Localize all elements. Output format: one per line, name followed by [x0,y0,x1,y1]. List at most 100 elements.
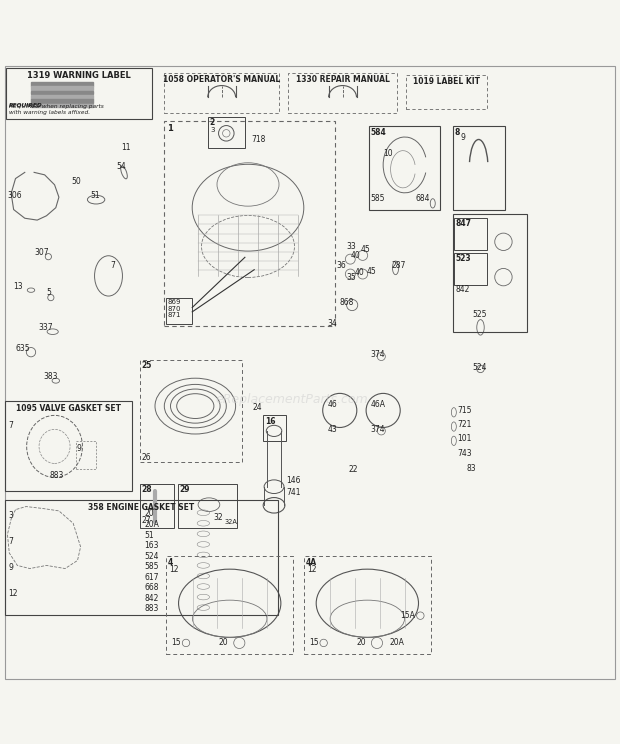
Bar [453,126,505,210]
Text: 5: 5 [46,288,51,297]
Text: 27: 27 [141,516,151,525]
Bar [406,75,487,109]
Text: 36: 36 [336,261,346,270]
Bar [5,501,278,615]
Text: 883: 883 [144,604,159,613]
Text: 13: 13 [14,282,24,291]
Text: 51: 51 [144,530,154,539]
Text: REQUIRED: REQUIRED [9,103,43,108]
Text: 584: 584 [371,128,386,137]
Text: 9: 9 [460,132,465,141]
Text: 40: 40 [355,269,365,278]
Bar [140,484,174,528]
Text: 22: 22 [348,466,358,475]
Text: 33: 33 [346,243,356,251]
Text: 35: 35 [346,273,356,282]
Text: 1330 REPAIR MANUAL: 1330 REPAIR MANUAL [296,75,389,84]
Text: 635: 635 [16,344,30,353]
Text: 11: 11 [121,143,130,152]
Text: 15A: 15A [400,611,415,620]
Text: 83: 83 [466,464,476,472]
Bar [31,86,93,90]
Bar [76,441,96,469]
Text: 383: 383 [43,373,58,382]
Text: 358 ENGINE GASKET SET: 358 ENGINE GASKET SET [88,503,195,512]
Text: 20: 20 [219,638,229,647]
Text: 7: 7 [8,421,13,431]
Bar [166,298,192,324]
Text: 287: 287 [392,261,406,270]
Text: 741: 741 [286,488,301,498]
Text: 524: 524 [144,551,159,561]
Bar [208,117,245,147]
Text: eReplacementParts.com: eReplacementParts.com [215,394,368,406]
Bar [31,103,93,107]
Text: REQUIRED when replacing parts
with warning labels affixed.: REQUIRED when replacing parts with warni… [9,103,104,115]
Text: 26: 26 [141,453,151,462]
Text: 15: 15 [171,638,181,647]
Bar [31,94,93,98]
Bar [6,68,152,119]
Text: 1058 OPERATOR'S MANUAL: 1058 OPERATOR'S MANUAL [163,75,280,84]
Text: 743: 743 [458,449,472,458]
Text: 146: 146 [286,476,301,485]
Text: 868: 868 [340,298,354,307]
Text: 871: 871 [167,312,181,318]
Text: 50: 50 [71,176,81,185]
Text: 43: 43 [327,425,337,434]
Text: 9: 9 [8,563,13,572]
Text: 7: 7 [110,261,115,270]
Text: 32A: 32A [224,519,237,525]
Text: 842: 842 [144,594,159,603]
Text: 45: 45 [361,245,371,254]
Text: 684: 684 [415,194,430,203]
Text: 54: 54 [117,161,126,170]
Text: 28: 28 [141,486,152,495]
Bar [454,217,487,250]
Text: 1: 1 [167,124,173,133]
Text: 1319 WARNING LABEL: 1319 WARNING LABEL [27,71,131,80]
Text: 870: 870 [167,306,181,312]
Text: 869: 869 [167,299,181,305]
Text: 374: 374 [371,425,386,434]
Text: 847: 847 [456,219,472,228]
Text: 46A: 46A [371,400,386,408]
Bar [304,556,431,654]
Text: 20: 20 [356,638,366,647]
Text: 16: 16 [265,417,275,426]
Bar [31,91,93,94]
Bar [31,82,93,86]
Text: 20: 20 [144,510,154,519]
Bar [263,415,286,441]
Bar [164,121,335,326]
Text: 718: 718 [251,135,265,144]
Text: 337: 337 [38,323,53,332]
Text: 7: 7 [8,537,13,546]
Text: 306: 306 [7,190,22,200]
Text: 163: 163 [144,541,159,550]
Text: 721: 721 [458,420,472,429]
Bar [453,214,527,332]
Text: 20A: 20A [389,638,404,647]
Text: 12: 12 [307,565,316,574]
Text: 15: 15 [309,638,319,647]
Text: 10: 10 [383,150,393,158]
Text: 12: 12 [8,589,17,598]
Text: 525: 525 [472,310,487,319]
Text: 40: 40 [350,251,360,260]
Bar [369,126,440,210]
Text: 585: 585 [144,562,159,571]
Text: 1019 LABEL KIT: 1019 LABEL KIT [413,77,480,86]
Text: 8: 8 [454,128,460,137]
Text: 585: 585 [371,194,385,203]
Text: 25: 25 [141,362,152,371]
Bar [454,253,487,285]
Text: 668: 668 [144,583,159,592]
Text: 24: 24 [253,403,263,412]
Text: 20A: 20A [144,520,159,529]
Text: 32: 32 [214,513,224,522]
Text: 101: 101 [458,434,472,443]
Text: 1095 VALVE GASKET SET: 1095 VALVE GASKET SET [16,403,121,413]
Text: 883: 883 [50,471,64,480]
Text: 45: 45 [367,267,377,276]
